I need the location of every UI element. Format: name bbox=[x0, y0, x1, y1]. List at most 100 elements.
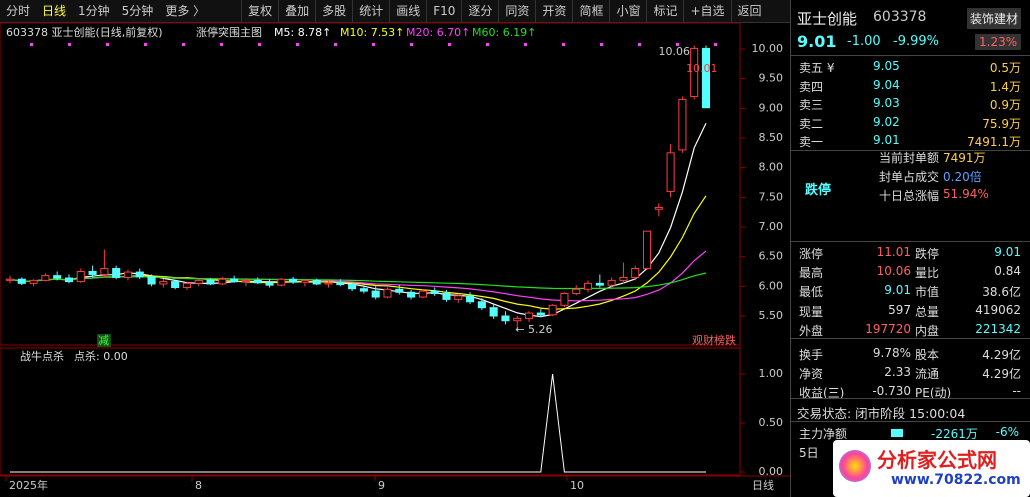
divider bbox=[791, 150, 1030, 151]
seal-value: 0.20倍 bbox=[943, 170, 982, 184]
stat-value: 221342 bbox=[975, 321, 1021, 336]
tab[interactable]: 5分钟 bbox=[121, 4, 154, 18]
tool-button[interactable]: 逐分 bbox=[461, 0, 498, 22]
tool-button[interactable]: 多股 bbox=[315, 0, 352, 22]
limit-status: 跌停 bbox=[805, 183, 832, 198]
candle-body bbox=[253, 279, 262, 284]
book-price: 9.04 bbox=[873, 77, 900, 92]
signal-dot bbox=[220, 43, 223, 46]
stat-label: 现量 bbox=[799, 304, 824, 319]
candle-body bbox=[29, 279, 38, 284]
candle-body bbox=[324, 282, 333, 285]
divider bbox=[791, 398, 1030, 399]
candle-body bbox=[666, 152, 675, 192]
tool-button[interactable]: 叠加 bbox=[278, 0, 315, 22]
tag-box bbox=[97, 334, 111, 347]
close-label: 10.01 bbox=[686, 62, 718, 75]
candle-body bbox=[265, 282, 274, 286]
tool-button[interactable]: 标记 bbox=[646, 0, 683, 22]
candle-body bbox=[678, 98, 687, 151]
candle-body bbox=[123, 271, 133, 278]
tab[interactable]: 更多 〉 bbox=[165, 4, 206, 18]
tab[interactable]: 日线 bbox=[42, 4, 67, 18]
book-price: 9.01 bbox=[873, 133, 900, 147]
y-tick-label: 5.50 bbox=[759, 309, 784, 322]
tool-button[interactable]: +自选 bbox=[683, 0, 730, 22]
candle-body bbox=[489, 307, 498, 317]
tool-button[interactable]: 同资 bbox=[498, 0, 535, 22]
stat-value: 197720 bbox=[865, 321, 911, 336]
stat-label: 跌停 bbox=[915, 247, 940, 261]
footer-tab[interactable]: 5日 bbox=[799, 446, 819, 460]
tool-button[interactable]: 返回 bbox=[730, 0, 768, 22]
ma-line bbox=[9, 195, 707, 310]
signal-dot bbox=[296, 43, 299, 46]
candle-body bbox=[206, 279, 215, 285]
tool-button[interactable]: 简框 bbox=[572, 0, 609, 22]
candle-body bbox=[442, 292, 451, 300]
candle-body bbox=[100, 268, 109, 275]
tab[interactable]: 分时 bbox=[6, 4, 31, 18]
signal-dot bbox=[182, 43, 185, 46]
stat-label: 收益(㆔) bbox=[799, 386, 845, 401]
stat-label: 市值 bbox=[915, 285, 940, 300]
ma-legend: M20: 6.70↑ bbox=[406, 26, 470, 39]
signal-dot bbox=[676, 43, 679, 46]
candle-body bbox=[631, 268, 640, 278]
signal-dot bbox=[334, 43, 337, 46]
trade-status: 交易状态: 闭市阶段 15:00:04 bbox=[797, 406, 966, 421]
tag: 减 bbox=[98, 334, 109, 347]
divider bbox=[791, 421, 1030, 422]
pct: -9.99% bbox=[893, 34, 939, 49]
watermark-title: 分析家公式网 bbox=[877, 448, 997, 472]
tool-button[interactable]: 复权 bbox=[241, 0, 278, 22]
book-label: 卖一 bbox=[799, 135, 824, 149]
change: -1.00 bbox=[847, 34, 881, 49]
seal-label: 十日总涨幅 bbox=[879, 189, 940, 203]
candle-body bbox=[135, 271, 144, 278]
book-label: 卖五 ¥ bbox=[799, 61, 835, 75]
candle-body bbox=[701, 47, 711, 109]
candle-body bbox=[690, 47, 699, 97]
date-label: 10 bbox=[570, 479, 584, 492]
y-tick-label: 0.50 bbox=[759, 416, 784, 429]
tool-button[interactable]: 画线 bbox=[389, 0, 426, 22]
sector-button[interactable]: 装饰建材 bbox=[967, 8, 1022, 29]
signal-dot bbox=[638, 43, 641, 46]
flow-bar bbox=[891, 429, 903, 437]
tab[interactable]: 1分钟 bbox=[78, 4, 110, 18]
candle-body bbox=[171, 281, 180, 289]
candle-body bbox=[418, 290, 427, 298]
stat-label: 外盘 bbox=[799, 323, 824, 338]
ma-line bbox=[9, 122, 707, 318]
candle-body bbox=[312, 279, 321, 285]
tool-button[interactable]: F10 bbox=[426, 0, 461, 22]
watermark-url: www.70822.com bbox=[891, 472, 1021, 488]
candle-body bbox=[147, 276, 156, 285]
book-price: 9.05 bbox=[873, 59, 900, 73]
candle-body bbox=[454, 295, 463, 300]
tool-button[interactable]: 统计 bbox=[352, 0, 389, 22]
book-label: 卖三 bbox=[799, 98, 824, 112]
divider bbox=[791, 241, 1030, 242]
candle-body bbox=[336, 282, 345, 286]
candle-body bbox=[466, 295, 475, 303]
signal-dot bbox=[524, 43, 527, 46]
tool-button[interactable]: 小窗 bbox=[609, 0, 646, 22]
toolbar: 分时 日线 1分钟 5分钟 更多 〉 复权 叠加 多股 统计 画线 F10 逐分 同资 开资 简框 小窗 标记 +… bbox=[0, 0, 790, 23]
candle-body bbox=[53, 275, 62, 279]
y-tick-label: 7.00 bbox=[759, 220, 784, 233]
book-label: 卖二 bbox=[799, 116, 824, 131]
tool-button[interactable]: 开资 bbox=[535, 0, 572, 22]
stat-label: 总量 bbox=[915, 304, 940, 319]
stat-value: 4.29亿 bbox=[982, 367, 1021, 382]
stat-label: 流通 bbox=[915, 367, 940, 382]
flow-value: -2261万 bbox=[931, 427, 978, 441]
seal-label: 封单占成交 bbox=[879, 170, 940, 184]
candle-body bbox=[41, 275, 50, 281]
signal-dot bbox=[410, 43, 413, 46]
sub-frame bbox=[0, 347, 741, 476]
book-volume: 1.4万 bbox=[989, 79, 1021, 94]
y-tick-label: 9.50 bbox=[759, 72, 784, 85]
signal-dot bbox=[600, 43, 603, 46]
